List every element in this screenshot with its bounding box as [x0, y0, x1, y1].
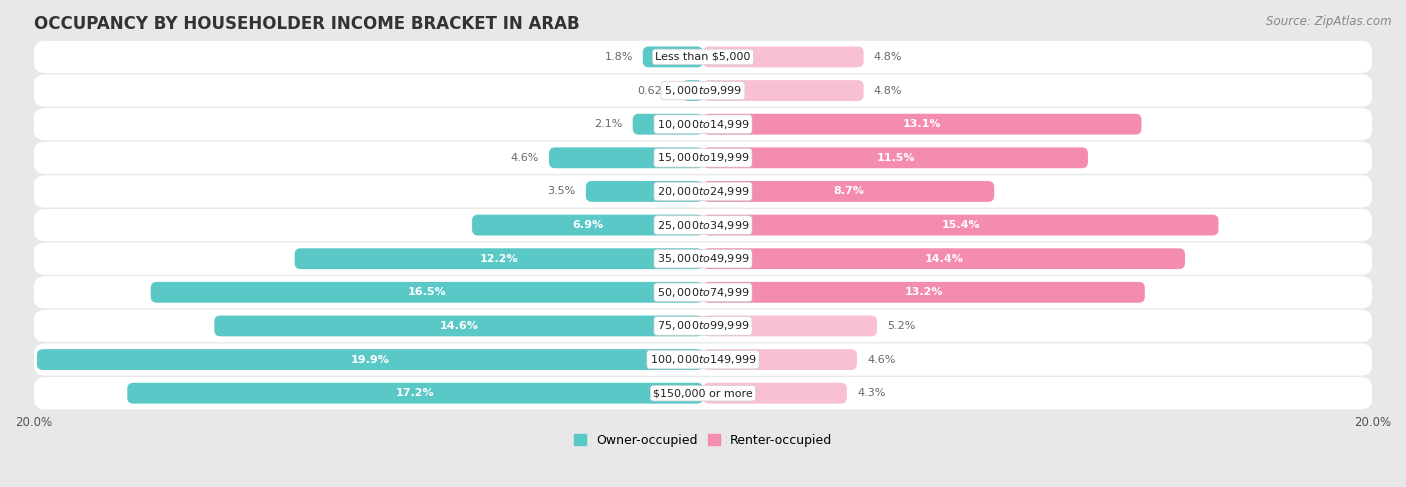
- FancyBboxPatch shape: [34, 41, 1372, 73]
- FancyBboxPatch shape: [34, 343, 1372, 376]
- Text: 2.1%: 2.1%: [595, 119, 623, 129]
- Text: 11.5%: 11.5%: [876, 153, 915, 163]
- Text: 6.9%: 6.9%: [572, 220, 603, 230]
- Text: 4.6%: 4.6%: [510, 153, 538, 163]
- Text: $5,000 to $9,999: $5,000 to $9,999: [664, 84, 742, 97]
- Text: Source: ZipAtlas.com: Source: ZipAtlas.com: [1267, 15, 1392, 28]
- Text: $20,000 to $24,999: $20,000 to $24,999: [657, 185, 749, 198]
- Text: 14.6%: 14.6%: [439, 321, 478, 331]
- Text: $100,000 to $149,999: $100,000 to $149,999: [650, 353, 756, 366]
- Text: 3.5%: 3.5%: [547, 187, 576, 196]
- Text: $10,000 to $14,999: $10,000 to $14,999: [657, 118, 749, 131]
- Text: 16.5%: 16.5%: [408, 287, 446, 298]
- Text: 4.3%: 4.3%: [858, 388, 886, 398]
- FancyBboxPatch shape: [703, 148, 1088, 168]
- Text: $150,000 or more: $150,000 or more: [654, 388, 752, 398]
- Text: 19.9%: 19.9%: [350, 355, 389, 365]
- FancyBboxPatch shape: [34, 209, 1372, 241]
- Text: 14.4%: 14.4%: [925, 254, 963, 263]
- Text: 12.2%: 12.2%: [479, 254, 519, 263]
- FancyBboxPatch shape: [586, 181, 703, 202]
- Text: $15,000 to $19,999: $15,000 to $19,999: [657, 151, 749, 164]
- FancyBboxPatch shape: [703, 215, 1219, 236]
- FancyBboxPatch shape: [548, 148, 703, 168]
- Text: 5.2%: 5.2%: [887, 321, 915, 331]
- FancyBboxPatch shape: [703, 248, 1185, 269]
- FancyBboxPatch shape: [37, 349, 703, 370]
- FancyBboxPatch shape: [34, 108, 1372, 140]
- FancyBboxPatch shape: [214, 316, 703, 337]
- FancyBboxPatch shape: [34, 175, 1372, 207]
- Text: 4.8%: 4.8%: [873, 52, 903, 62]
- FancyBboxPatch shape: [703, 349, 858, 370]
- Text: $35,000 to $49,999: $35,000 to $49,999: [657, 252, 749, 265]
- FancyBboxPatch shape: [703, 114, 1142, 134]
- FancyBboxPatch shape: [703, 181, 994, 202]
- FancyBboxPatch shape: [703, 383, 846, 404]
- Text: $75,000 to $99,999: $75,000 to $99,999: [657, 319, 749, 333]
- FancyBboxPatch shape: [150, 282, 703, 303]
- Text: 15.4%: 15.4%: [942, 220, 980, 230]
- FancyBboxPatch shape: [682, 80, 703, 101]
- FancyBboxPatch shape: [34, 243, 1372, 275]
- FancyBboxPatch shape: [703, 282, 1144, 303]
- FancyBboxPatch shape: [643, 46, 703, 67]
- FancyBboxPatch shape: [295, 248, 703, 269]
- FancyBboxPatch shape: [34, 310, 1372, 342]
- Text: 1.8%: 1.8%: [605, 52, 633, 62]
- FancyBboxPatch shape: [34, 142, 1372, 174]
- Text: 13.2%: 13.2%: [904, 287, 943, 298]
- Text: 0.62%: 0.62%: [637, 86, 672, 95]
- FancyBboxPatch shape: [703, 46, 863, 67]
- Text: $25,000 to $34,999: $25,000 to $34,999: [657, 219, 749, 231]
- FancyBboxPatch shape: [34, 276, 1372, 308]
- Text: 13.1%: 13.1%: [903, 119, 942, 129]
- Text: 8.7%: 8.7%: [834, 187, 865, 196]
- Text: 17.2%: 17.2%: [396, 388, 434, 398]
- FancyBboxPatch shape: [472, 215, 703, 236]
- Text: 4.8%: 4.8%: [873, 86, 903, 95]
- Text: OCCUPANCY BY HOUSEHOLDER INCOME BRACKET IN ARAB: OCCUPANCY BY HOUSEHOLDER INCOME BRACKET …: [34, 15, 579, 33]
- Text: 4.6%: 4.6%: [868, 355, 896, 365]
- FancyBboxPatch shape: [703, 80, 863, 101]
- FancyBboxPatch shape: [34, 377, 1372, 410]
- FancyBboxPatch shape: [128, 383, 703, 404]
- Text: Less than $5,000: Less than $5,000: [655, 52, 751, 62]
- Text: $50,000 to $74,999: $50,000 to $74,999: [657, 286, 749, 299]
- FancyBboxPatch shape: [703, 316, 877, 337]
- FancyBboxPatch shape: [633, 114, 703, 134]
- FancyBboxPatch shape: [34, 75, 1372, 107]
- Legend: Owner-occupied, Renter-occupied: Owner-occupied, Renter-occupied: [568, 429, 838, 452]
